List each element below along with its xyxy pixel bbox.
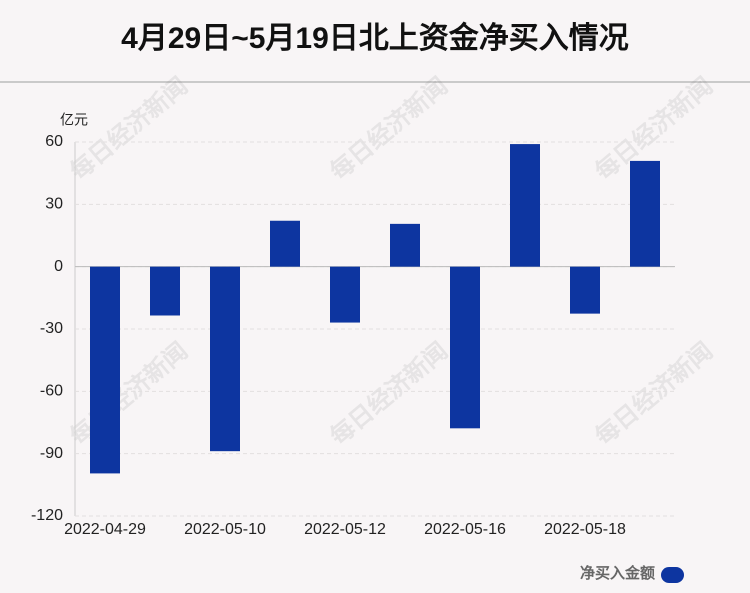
bar (510, 144, 540, 267)
bar (630, 160, 660, 267)
x-tick-label: 2022-04-29 (64, 521, 146, 538)
y-tick-label: -120 (31, 507, 63, 524)
y-tick-label: 0 (54, 258, 63, 275)
x-tick-label: 2022-05-18 (544, 521, 626, 538)
bar (450, 266, 480, 429)
y-tick-label: 60 (45, 133, 63, 150)
y-unit: 亿元 (60, 112, 88, 128)
bar (210, 266, 240, 452)
y-tick-label: -30 (40, 320, 63, 337)
x-tick-label: 2022-05-16 (424, 521, 506, 538)
bar (150, 266, 180, 316)
x-tick-label: 2022-05-12 (304, 521, 386, 538)
y-tick-label: 30 (45, 196, 63, 213)
y-tick-label: -60 (40, 383, 63, 400)
bar (90, 266, 120, 474)
chart-title: 4月29日~5月19日北上资金净买入情况 (121, 21, 629, 55)
bar (270, 220, 300, 267)
bar (390, 223, 420, 267)
x-tick-label: 2022-05-10 (184, 521, 266, 538)
y-tick-label: -90 (40, 445, 63, 462)
legend-label: 净买入金额 (580, 564, 655, 582)
legend-swatch (661, 567, 684, 583)
bar (570, 266, 600, 314)
bar (330, 266, 360, 323)
